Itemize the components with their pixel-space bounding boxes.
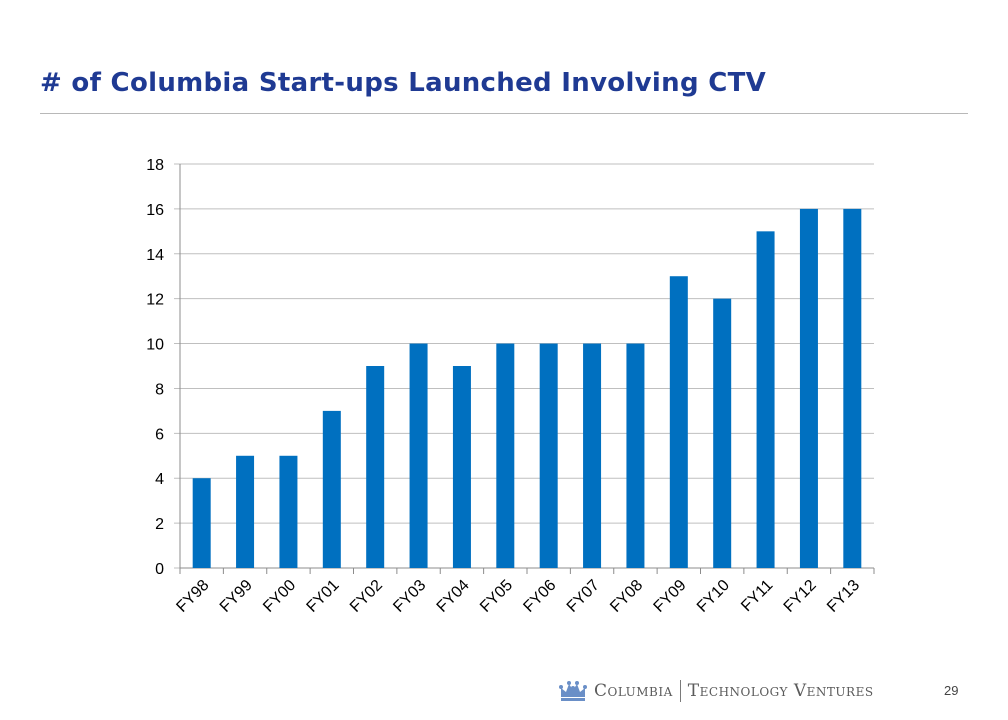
bar-fy99: [236, 455, 255, 568]
x-tick-label: FY98: [173, 577, 212, 616]
x-tick-label: FY06: [520, 577, 559, 616]
x-tick-label: FY12: [781, 577, 820, 616]
bar-fy07: [583, 343, 602, 568]
bars: [192, 208, 862, 569]
y-tick-label: 2: [155, 516, 164, 533]
bar-fy11: [756, 231, 775, 569]
x-tick-label: FY08: [607, 577, 646, 616]
y-tick-label: 0: [155, 561, 164, 578]
x-tick-label: FY10: [694, 577, 733, 616]
bar-fy13: [843, 208, 862, 568]
y-tick-label: 10: [146, 337, 164, 354]
y-tick-label: 6: [155, 426, 164, 443]
x-tick-label: FY02: [347, 577, 386, 616]
bar-fy06: [539, 343, 558, 568]
bar-fy98: [192, 478, 211, 568]
y-tick-label: 16: [146, 202, 164, 219]
crown-icon: [559, 681, 587, 701]
x-tick-label: FY05: [477, 577, 516, 616]
y-tick-labels: 0 2 4 6 8 10 12 14 16 18: [146, 157, 164, 578]
y-tick-label: 14: [146, 247, 164, 264]
y-tick-label: 12: [146, 292, 164, 309]
brand-columbia: Columbia: [594, 681, 673, 701]
x-tick-label: FY09: [651, 577, 690, 616]
slide-title: # of Columbia Start-ups Launched Involvi…: [40, 68, 767, 98]
x-tick-label: FY07: [564, 577, 603, 616]
bar-fy01: [322, 410, 341, 568]
bar-fy00: [279, 455, 298, 568]
bar-fy03: [409, 343, 428, 568]
y-tick-label: 8: [155, 381, 164, 398]
page-number: 29: [944, 683, 959, 698]
x-tick-label: FY01: [304, 577, 343, 616]
bar-fy10: [713, 298, 732, 568]
bar-fy05: [496, 343, 515, 568]
bar-fy08: [626, 343, 645, 568]
bar-fy12: [799, 208, 818, 568]
y-tick-label: 4: [155, 471, 164, 488]
bar-fy04: [452, 366, 471, 568]
x-tick-label: FY00: [260, 577, 299, 616]
brand-separator: [679, 680, 681, 702]
x-tick-label: FY04: [434, 577, 473, 616]
bar-fy09: [669, 276, 688, 568]
x-tick-label: FY13: [824, 577, 863, 616]
footer-brand: Columbia Technology Ventures: [558, 676, 874, 706]
x-tick-label: FY99: [217, 577, 256, 616]
x-tick-label: FY11: [738, 577, 776, 615]
brand-technology-ventures: Technology Ventures: [687, 681, 874, 701]
x-tick-label: FY03: [390, 577, 429, 616]
y-tick-label: 18: [146, 157, 164, 174]
bar-fy02: [366, 366, 385, 568]
title-divider: [40, 113, 968, 114]
x-tick-labels: FY98 FY99 FY00 FY01 FY02 FY03 FY04 FY05 FY06 FY07…: [173, 577, 863, 616]
